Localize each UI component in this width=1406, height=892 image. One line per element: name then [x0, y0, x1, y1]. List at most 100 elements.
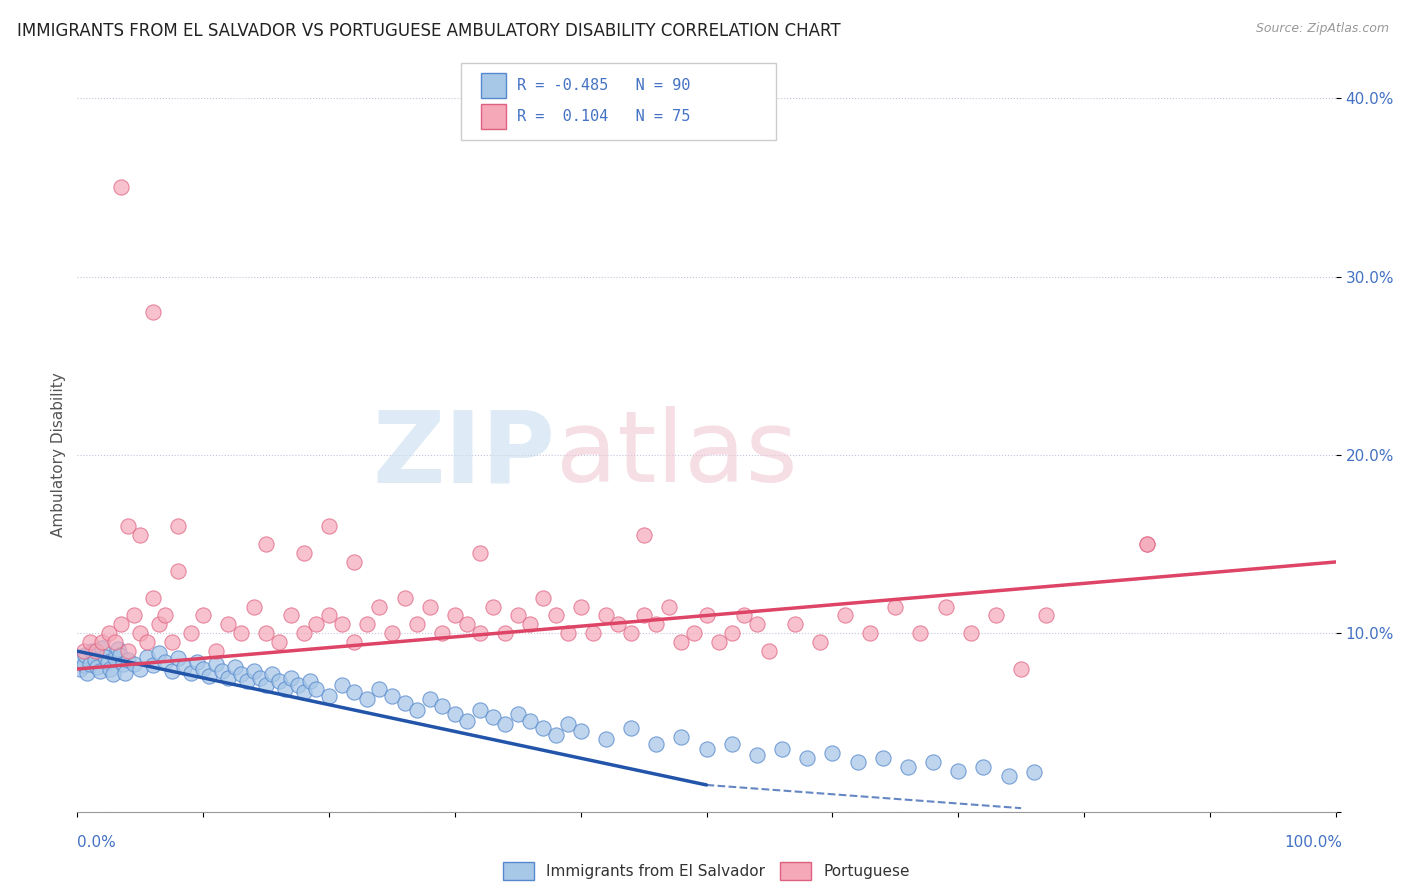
Point	[884, 599, 907, 614]
Point	[180, 626, 202, 640]
Point	[292, 685, 315, 699]
Point	[96, 655, 118, 669]
Point	[305, 681, 328, 696]
Point	[111, 657, 134, 671]
Point	[783, 617, 806, 632]
Point	[173, 660, 195, 674]
Point	[633, 608, 655, 623]
Point	[254, 537, 277, 551]
Point	[1035, 608, 1057, 623]
Point	[658, 599, 681, 614]
Point	[280, 608, 302, 623]
Point	[770, 742, 793, 756]
Point	[97, 626, 120, 640]
Point	[696, 742, 718, 756]
Point	[356, 617, 378, 632]
Point	[79, 635, 101, 649]
Point	[160, 635, 183, 649]
Point	[419, 599, 441, 614]
Point	[101, 667, 124, 681]
Point	[117, 653, 139, 667]
Point	[84, 653, 107, 667]
Point	[645, 617, 668, 632]
Point	[155, 608, 177, 623]
Text: Source: ZipAtlas.com: Source: ZipAtlas.com	[1256, 22, 1389, 36]
Point	[305, 617, 328, 632]
Point	[91, 640, 114, 655]
Point	[557, 626, 579, 640]
Point	[280, 671, 302, 685]
Point	[142, 658, 165, 673]
Point	[94, 649, 117, 664]
Point	[292, 626, 315, 640]
Point	[135, 649, 157, 664]
Point	[1010, 662, 1032, 676]
Point	[343, 555, 366, 569]
Point	[506, 608, 529, 623]
Point	[204, 657, 226, 671]
Point	[254, 678, 277, 692]
Point	[595, 608, 617, 623]
Point	[381, 626, 404, 640]
Point	[368, 599, 391, 614]
Point	[72, 658, 94, 673]
Point	[299, 674, 322, 689]
Point	[242, 664, 264, 678]
Point	[191, 608, 215, 623]
Point	[242, 599, 264, 614]
Point	[129, 626, 152, 640]
Point	[110, 617, 132, 632]
Point	[104, 651, 127, 665]
Point	[671, 730, 693, 744]
Point	[381, 689, 404, 703]
Point	[707, 635, 730, 649]
Point	[142, 591, 165, 605]
Point	[595, 731, 617, 746]
Point	[620, 721, 643, 735]
Point	[142, 305, 165, 319]
Point	[236, 674, 259, 689]
Point	[796, 751, 818, 765]
Point	[834, 608, 856, 623]
Point	[114, 665, 136, 680]
Y-axis label: Ambulatory Disability: Ambulatory Disability	[51, 373, 66, 537]
Point	[368, 681, 391, 696]
Point	[633, 528, 655, 542]
Point	[211, 664, 233, 678]
Point	[148, 646, 170, 660]
Point	[70, 653, 93, 667]
Point	[494, 717, 516, 731]
Point	[267, 635, 290, 649]
Point	[846, 755, 869, 769]
Point	[481, 599, 503, 614]
Point	[620, 626, 643, 640]
Point	[544, 728, 567, 742]
Point	[569, 724, 592, 739]
Point	[155, 655, 177, 669]
Point	[267, 674, 290, 689]
Point	[262, 667, 284, 681]
Point	[287, 678, 309, 692]
Point	[167, 651, 190, 665]
Point	[733, 608, 755, 623]
Point	[89, 664, 111, 678]
Point	[107, 642, 129, 657]
Point	[808, 635, 831, 649]
Point	[104, 635, 127, 649]
Point	[82, 644, 104, 658]
Point	[984, 608, 1007, 623]
Text: IMMIGRANTS FROM EL SALVADOR VS PORTUGUESE AMBULATORY DISABILITY CORRELATION CHAR: IMMIGRANTS FROM EL SALVADOR VS PORTUGUES…	[17, 22, 841, 40]
Point	[167, 519, 190, 533]
Point	[98, 662, 121, 676]
Point	[122, 608, 145, 623]
Point	[91, 635, 114, 649]
Point	[1136, 537, 1159, 551]
Point	[191, 662, 215, 676]
Point	[198, 669, 221, 683]
Point	[167, 564, 190, 578]
Point	[948, 764, 970, 778]
Text: R = -0.485   N = 90: R = -0.485 N = 90	[517, 78, 690, 93]
Point	[419, 692, 441, 706]
Point	[557, 717, 579, 731]
Point	[683, 626, 706, 640]
